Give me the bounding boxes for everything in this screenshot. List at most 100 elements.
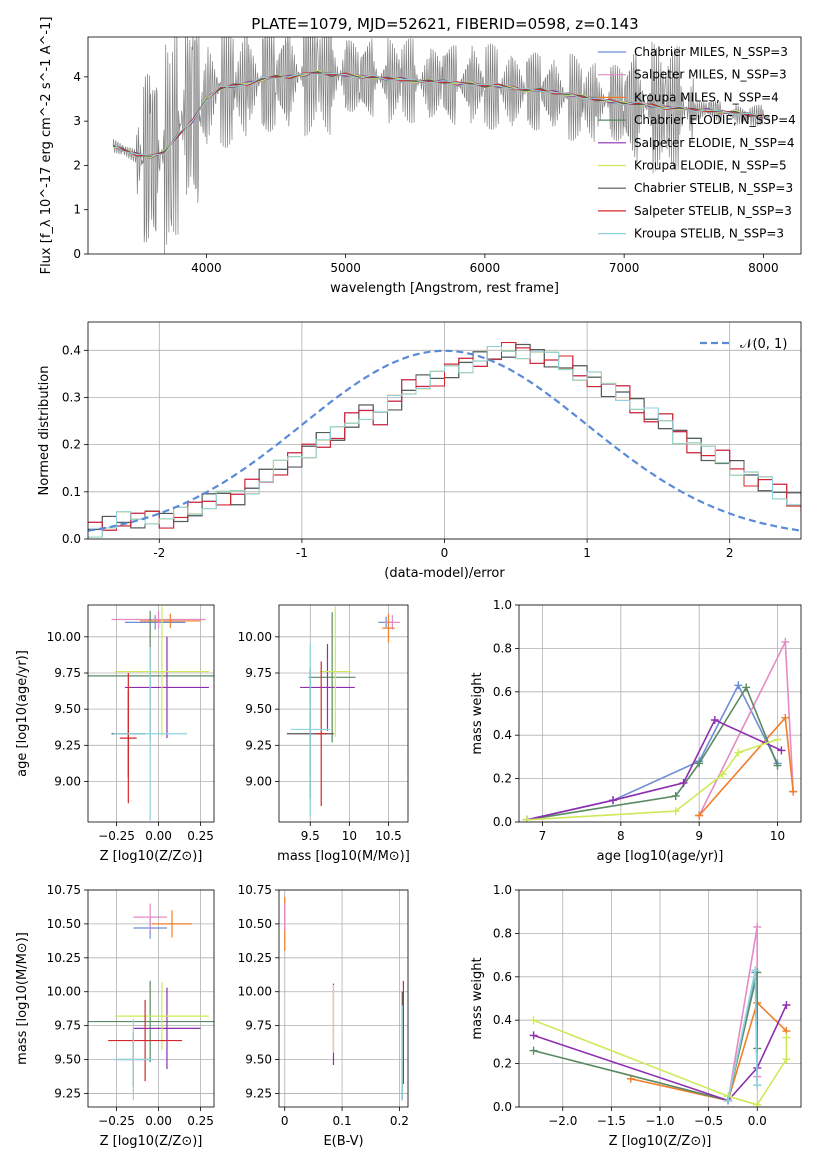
residual-histogram (88, 344, 801, 530)
mass-weight-marker (679, 778, 688, 787)
massweight_vs_age-xtick-label: 10 (770, 829, 785, 843)
mass-weight-line (533, 1004, 788, 1102)
massweight_vs_age-plot-area (522, 637, 798, 822)
mass-weight-line (698, 638, 794, 816)
legend-entry: Salpeter STELIB, N_SSP=3 (634, 204, 792, 218)
mass-weight-marker (529, 1016, 538, 1025)
residuals-xtick-label: -1 (296, 546, 308, 560)
legend-entry: Kroupa ELODIE, N_SSP=5 (634, 159, 787, 173)
age_vs_Z-ytick-label: 9.50 (54, 702, 81, 716)
mass_vs_Z-xlabel: Z [log10(Z/Z⊙)] (100, 1134, 203, 1149)
spectrum-frame (87, 36, 802, 255)
age_vs_Z-ytick-label: 9.00 (54, 774, 81, 788)
mass_vs_Z-ylabel: mass [log10(M/M⊙)] (15, 932, 30, 1065)
age_vs_mass-ytick-label: 10.00 (238, 630, 272, 644)
age_vs_Z-xlabel: Z [log10(Z/Z⊙)] (100, 849, 203, 864)
massweight_vs_age-xlabel: age [log10(age/yr)] (597, 849, 724, 864)
mass-weight-marker (751, 966, 760, 975)
residuals-xtick-label: 2 (726, 546, 734, 560)
legend-entry: Chabrier ELODIE, N_SSP=4 (634, 113, 796, 127)
age_vs_mass-ytick-label: 9.25 (245, 738, 272, 752)
massweight_vs_age-ytick-label: 0.6 (493, 685, 512, 699)
mass-weight-marker (609, 796, 617, 805)
mass-weight-marker (753, 922, 762, 931)
mass-weight-marker (671, 791, 680, 800)
residual-histogram (88, 346, 801, 538)
age_vs_Z-xtick-label: 0.00 (145, 829, 172, 843)
mass-weight-marker (734, 748, 743, 757)
mass_vs_EBV-plot-area (284, 896, 405, 1101)
spectrum-plot-area (112, 37, 771, 254)
mass_vs_Z-panel: −0.25 0.00 0.25 9.25 9.50 9.75 10.00 10.25 10.50… (15, 883, 215, 1149)
mass_vs_EBV-panel: 0 0.1 0.2 9.25 9.50 9.75 10.00 10.25 10.50 10.75 E… (238, 883, 409, 1149)
mass-weight-marker (718, 770, 727, 779)
age_vs_Z-ytick-label: 10.00 (47, 630, 81, 644)
legend-entry: Salpeter MILES, N_SSP=3 (634, 68, 787, 82)
massweight_vs_Z-panel: −2.0 −1.5 −1.0 −0.5 0.0 0.0 0.2 0.4 0.6 0.8 1.0 Z [… (470, 883, 802, 1149)
residual-histogram (88, 346, 801, 538)
massweight_vs_Z-plot-area (529, 922, 791, 1107)
spectrum-ytick-label: 0 (73, 247, 81, 261)
age_vs_Z-frame (87, 604, 215, 823)
legend-entry: 𝒩(0, 1) (740, 337, 787, 352)
massweight_vs_age-ytick-label: 0.4 (493, 728, 512, 742)
massweight_vs_Z-xtick-label: −1.5 (597, 1114, 626, 1128)
spectrum-xtick-label: 8000 (748, 261, 779, 275)
mass-weight-line (526, 738, 778, 821)
mass_vs_Z-plot-area (88, 903, 214, 1101)
residuals-ytick-label: 0.0 (62, 532, 81, 546)
massweight_vs_Z-xtick-label: −0.5 (694, 1114, 723, 1128)
age_vs_mass-xtick-label: 10.5 (375, 829, 402, 843)
mass_vs_EBV-ytick-label: 9.25 (245, 1086, 272, 1100)
mass_vs_Z-ytick-label: 10.75 (47, 883, 81, 897)
mass-weight-marker (529, 1046, 538, 1055)
age_vs_Z-ytick-label: 9.75 (54, 666, 81, 680)
age_vs_mass-xlabel: mass [log10(M/M⊙)] (277, 849, 410, 864)
mass_vs_EBV-xtick-label: 0.2 (390, 1114, 409, 1128)
massweight_vs_age-ylabel: mass weight (470, 672, 485, 754)
mass-weight-marker (671, 807, 680, 816)
mass-weight-marker (789, 787, 798, 796)
mass-weight-marker (781, 637, 790, 646)
massweight_vs_age-frame (518, 604, 802, 823)
spectrum-ytick-label: 1 (73, 203, 81, 217)
mass-weight-line (533, 972, 758, 1102)
age_vs_Z-ytick-label: 9.25 (54, 738, 81, 752)
mass_vs_Z-ytick-label: 10.25 (47, 951, 81, 965)
spectrum-xtick-label: 6000 (470, 261, 501, 275)
massweight_vs_Z-ytick-label: 0.8 (493, 926, 512, 940)
spectrum-xtick-label: 4000 (191, 261, 222, 275)
massweight_vs_Z-ytick-label: 0.0 (493, 1100, 512, 1114)
age_vs_mass-xtick-label: 9.5 (301, 829, 320, 843)
massweight_vs_age-xtick-label: 7 (539, 829, 547, 843)
massweight_vs_age-ytick-label: 1.0 (493, 598, 512, 612)
mass-weight-marker (782, 1033, 791, 1042)
mass_vs_EBV-xlabel: E(B-V) (323, 1134, 363, 1149)
mass-weight-marker (742, 683, 751, 692)
age_vs_mass-ytick-label: 9.50 (245, 702, 272, 716)
residuals-ytick-label: 0.1 (62, 485, 81, 499)
figure-title: PLATE=1079, MJD=52621, FIBERID=0598, z=0… (251, 15, 638, 33)
mass_vs_EBV-xtick-label: 0.1 (333, 1114, 352, 1128)
massweight_vs_age-ytick-label: 0.8 (493, 641, 512, 655)
mass-weight-marker (734, 681, 743, 690)
mass-weight-marker (773, 761, 782, 770)
age_vs_mass-panel: 9.5 10 10.5 9.00 9.25 9.50 9.75 10.00 mass [log1… (238, 604, 410, 864)
mass_vs_Z-xtick-label: 0.25 (187, 1114, 214, 1128)
massweight_vs_age-xtick-label: 9 (695, 829, 703, 843)
legend-entry: Salpeter ELODIE, N_SSP=4 (634, 136, 795, 150)
massweight_vs_age-xtick-label: 8 (617, 829, 625, 843)
mass_vs_EBV-ytick-label: 10.75 (238, 883, 272, 897)
residual-histogram (88, 343, 801, 530)
mass-weight-marker (529, 1031, 538, 1040)
mass_vs_Z-frame (87, 889, 215, 1108)
mass-weight-marker (781, 713, 790, 722)
age_vs_mass-frame (278, 604, 409, 823)
spectrum-ytick-label: 4 (73, 70, 81, 84)
mass-weight-marker (724, 1096, 733, 1105)
age_vs_Z-plot-area (88, 606, 214, 821)
massweight_vs_Z-ytick-label: 0.4 (493, 1013, 512, 1027)
mass-weight-marker (773, 735, 782, 744)
residuals-ytick-label: 0.3 (62, 390, 81, 404)
mass_vs_EBV-frame (278, 889, 409, 1108)
